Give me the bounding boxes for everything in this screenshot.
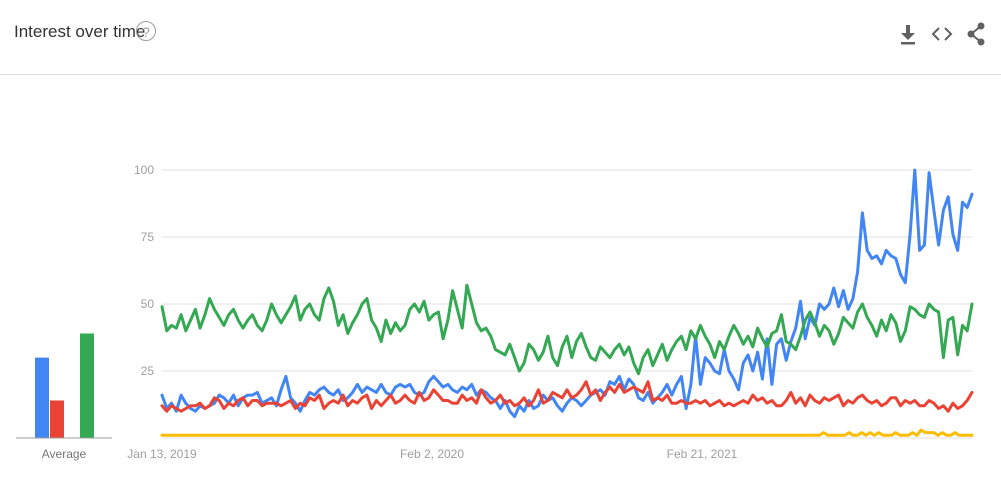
y-tick-label: 50 [141, 297, 155, 311]
help-icon[interactable]: ? [136, 21, 156, 41]
chart-series[interactable] [160, 168, 974, 437]
x-tick-label: Feb 21, 2021 [667, 447, 738, 461]
embed-icon[interactable] [930, 20, 954, 48]
share-icon[interactable] [964, 20, 988, 48]
chart-header: Interest over time ? [0, 0, 1001, 75]
y-tick-label: 100 [134, 163, 154, 177]
series-line-3[interactable] [160, 283, 974, 376]
x-tick-label: Jan 13, 2019 [127, 447, 197, 461]
y-tick-label: 75 [141, 230, 155, 244]
interest-chart: Average 25 50 75 100 Jan 13, 2019 Feb 2, 202… [16, 163, 974, 461]
average-bar-3 [80, 333, 94, 438]
y-axis-ticks: 25 50 75 100 [134, 163, 154, 378]
y-tick-label: 25 [141, 364, 155, 378]
download-icon[interactable] [896, 20, 920, 48]
series-line-4[interactable] [160, 428, 974, 437]
average-label: Average [42, 447, 87, 461]
chart-title: Interest over time [14, 22, 146, 41]
x-axis-ticks: Jan 13, 2019 Feb 2, 2020 Feb 21, 2021 [127, 447, 737, 461]
series-line-1[interactable] [160, 168, 974, 419]
average-bars [35, 333, 94, 438]
average-bar-2 [50, 400, 64, 438]
series-line-2[interactable] [160, 380, 974, 413]
x-tick-label: Feb 2, 2020 [400, 447, 464, 461]
average-bar-1 [35, 357, 49, 438]
